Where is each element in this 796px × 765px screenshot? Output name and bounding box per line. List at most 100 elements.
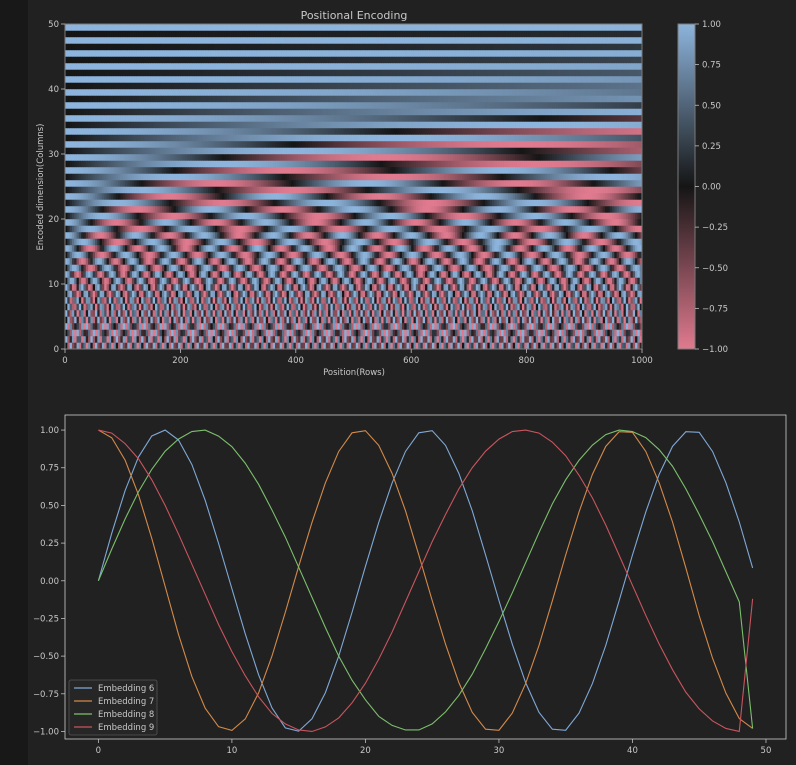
heatmap-cell [561, 277, 564, 285]
heatmap-cell [256, 316, 260, 324]
heatmap-cell [316, 219, 320, 226]
heatmap-cell [238, 277, 241, 285]
heatmap-cell [219, 284, 223, 291]
heatmap-cell [270, 342, 274, 350]
heatmap-cell [376, 219, 380, 226]
heatmap-cell [623, 245, 627, 252]
heatmap-cell [295, 297, 299, 304]
heatmap-cell [480, 297, 484, 304]
heatmap-cell [166, 297, 170, 304]
heatmap-cell [113, 264, 117, 272]
heatmap-cell [341, 336, 345, 343]
heatmap-cell [365, 245, 368, 252]
heatmap-cell [625, 245, 629, 252]
heatmap-cell [623, 290, 627, 298]
heatmap-cell [586, 225, 590, 233]
heatmap-cell [501, 225, 504, 233]
heatmap-cell [581, 323, 585, 330]
heatmap-cell [480, 238, 484, 246]
heatmap-cell [97, 271, 101, 278]
heatmap-cell [337, 316, 341, 324]
heatmap-cell [591, 264, 594, 272]
heatmap-cell [295, 284, 299, 291]
heatmap-cell [533, 238, 537, 246]
heatmap-cell [577, 329, 581, 337]
heatmap-cell [621, 225, 624, 233]
heatmap-cell [185, 329, 188, 337]
heatmap-cell [245, 232, 248, 239]
heatmap-cell [131, 284, 135, 291]
heatmap-cell [531, 251, 534, 259]
heatmap-cell [198, 251, 202, 259]
heatmap-cell [570, 310, 574, 317]
heatmap-cell [512, 219, 516, 226]
heatmap-cell [401, 271, 405, 278]
heatmap-cell [508, 258, 511, 265]
heatmap-cell [145, 225, 149, 233]
heatmap-cell [595, 342, 599, 350]
heatmap-cell [565, 336, 569, 343]
heatmap-cell [464, 329, 467, 337]
heatmap-cell [298, 329, 301, 337]
heatmap-cell [637, 271, 641, 278]
heatmap-cell [475, 323, 479, 330]
heatmap-cell [390, 297, 394, 304]
heatmap-cell [355, 336, 359, 343]
heatmap-cell [517, 323, 521, 330]
heatmap-cell [314, 264, 317, 272]
heatmap-cell [549, 323, 553, 330]
heatmap-cell [286, 310, 290, 317]
heatmap-cell [482, 277, 486, 285]
heatmap-cell [166, 225, 170, 233]
heatmap-cell [436, 303, 440, 311]
heatmap-cell [549, 251, 553, 259]
heatmap-cell [533, 323, 537, 330]
heatmap-cell [111, 232, 114, 239]
heatmap-cell [630, 251, 634, 259]
heatmap-cell [208, 271, 211, 278]
heatmap-cell [148, 303, 151, 311]
heatmap-cell [298, 271, 301, 278]
heatmap-cell [485, 323, 488, 330]
heatmap-cell [305, 258, 308, 265]
heatmap-cell [145, 316, 149, 324]
heatmap-cell [97, 238, 101, 246]
heatmap-cell [120, 264, 124, 272]
heatmap-cell [311, 316, 315, 324]
heatmap-cell [321, 316, 324, 324]
heatmap-cell [420, 238, 424, 246]
heatmap-cell [360, 238, 364, 246]
heatmap-cell [395, 238, 398, 246]
heatmap-cell [521, 316, 525, 324]
heatmap-cell [607, 323, 611, 330]
heatmap-cell [194, 297, 197, 304]
heatmap-cell [565, 225, 569, 233]
heatmap-cell [466, 284, 470, 291]
heatmap-cell [118, 303, 121, 311]
heatmap-cell [171, 251, 174, 259]
heatmap-cell [464, 258, 467, 265]
heatmap-cell [194, 251, 197, 259]
heatmap-cell [381, 264, 384, 272]
heatmap-cell [609, 342, 613, 350]
heatmap-cell [120, 219, 124, 226]
heatmap-cell [383, 245, 387, 252]
heatmap-cell [598, 329, 601, 337]
heatmap-cell [443, 342, 447, 350]
heatmap-cell [118, 219, 121, 226]
heatmap-cell [311, 277, 315, 285]
heatmap-cell [157, 277, 161, 285]
heatmap-cell [471, 219, 474, 226]
heatmap-cell [284, 271, 287, 278]
heatmap-cell [399, 264, 403, 272]
heatmap-cell [533, 232, 537, 239]
heatmap-cell [205, 329, 209, 337]
heatmap-cell [279, 329, 283, 337]
heatmap-cell [561, 342, 564, 350]
heatmap-cell [593, 245, 597, 252]
heatmap-cell [212, 225, 216, 233]
heatmap-cell [129, 316, 133, 324]
heatmap-cell [526, 297, 530, 304]
heatmap-cell [104, 245, 107, 252]
heatmap-cell [152, 219, 156, 226]
